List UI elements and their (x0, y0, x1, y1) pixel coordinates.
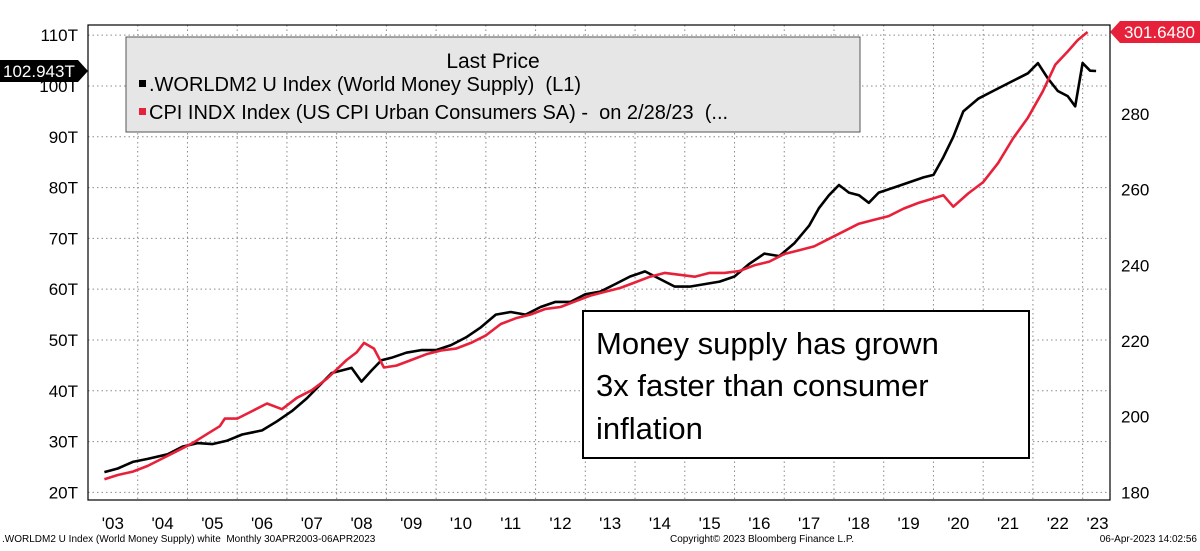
x-tick-label: '03 (102, 514, 124, 533)
x-tick-label: '16 (748, 514, 770, 533)
footer-right: 06-Apr-2023 14:02:56 (1100, 534, 1198, 545)
right-tick-label: 180 (1121, 483, 1149, 502)
right-tick-label: 220 (1121, 332, 1149, 351)
right-tick-label: 240 (1121, 256, 1149, 275)
series-line-cpi (104, 30, 1089, 481)
x-tick-label: '06 (251, 514, 273, 533)
right-last-price-tag (1110, 21, 1200, 44)
annotation-line-1: Money supply has grown (596, 326, 939, 361)
series-line-worldm2 (104, 61, 1097, 474)
footer-center: Copyright© 2023 Bloomberg Finance L.P. (670, 534, 854, 545)
plot-frame (87, 24, 1111, 501)
x-tick-label: '08 (350, 514, 372, 533)
last-price-tags: 102.943T 301.6480 (0, 21, 1200, 83)
right-last-price-label: 301.6480 (1124, 23, 1195, 42)
footer-left: .WORLDM2 U Index (World Money Supply) wh… (2, 534, 376, 545)
x-tick-label: '23 (1086, 514, 1108, 533)
left-tick-label: 80T (49, 179, 78, 198)
left-last-price-tag (0, 60, 88, 83)
left-tick-label: 50T (49, 331, 78, 350)
legend-box (125, 36, 861, 133)
left-last-price-label: 102.943T (3, 62, 75, 81)
x-tick-label: '21 (997, 514, 1019, 533)
x-tick-label: '11 (500, 514, 521, 533)
x-tick-label: '14 (649, 514, 671, 533)
x-tick-label: '15 (699, 514, 721, 533)
left-tick-label: 90T (49, 128, 78, 147)
left-tick-label: 110T (41, 26, 79, 45)
legend-marker-cpi (139, 108, 146, 115)
annotation-frame (582, 310, 1030, 459)
left-tick-label: 40T (49, 382, 78, 401)
x-tick-label: '17 (798, 514, 820, 533)
legend: Last Price .WORLDM2 U Index (World Money… (125, 36, 861, 133)
x-tick-label: '13 (599, 514, 621, 533)
left-tick-label: 30T (49, 433, 78, 452)
x-tick-label: '19 (898, 514, 920, 533)
x-tick-label: '18 (848, 514, 870, 533)
right-tick-label: 200 (1121, 408, 1149, 427)
left-tick-label: 60T (49, 280, 78, 299)
legend-title: Last Price (446, 50, 539, 73)
legend-marker-worldm2 (139, 80, 146, 87)
right-tick-label: 260 (1121, 181, 1149, 200)
x-tick-label: '09 (400, 514, 422, 533)
legend-entry-cpi: CPI INDX Index (US CPI Urban Consumers S… (149, 102, 728, 124)
annotation-line-3: inflation (596, 411, 703, 446)
x-tick-label: '04 (152, 514, 174, 533)
annotation-box: Money supply has grown 3x faster than co… (582, 310, 1030, 459)
left-tick-label: 70T (49, 229, 78, 248)
annotation-line-2: 3x faster than consumer (596, 368, 929, 403)
x-tick-label: '20 (947, 514, 969, 533)
left-tick-label: 20T (49, 483, 78, 502)
x-tick-label: '07 (301, 514, 323, 533)
series (104, 30, 1097, 481)
x-tick-label: '05 (201, 514, 223, 533)
x-tick-label: '10 (450, 514, 472, 533)
legend-entry-worldm2: .WORLDM2 U Index (World Money Supply) (L… (149, 74, 581, 96)
right-tick-label: 280 (1121, 105, 1149, 124)
axes: '03 '04 '05 '06 '07 '08 '09 '10 '11 '12 '13 '14 '15 '… (39, 26, 1149, 533)
x-tick-label: '22 (1047, 514, 1069, 533)
x-tick-label: '12 (549, 514, 571, 533)
